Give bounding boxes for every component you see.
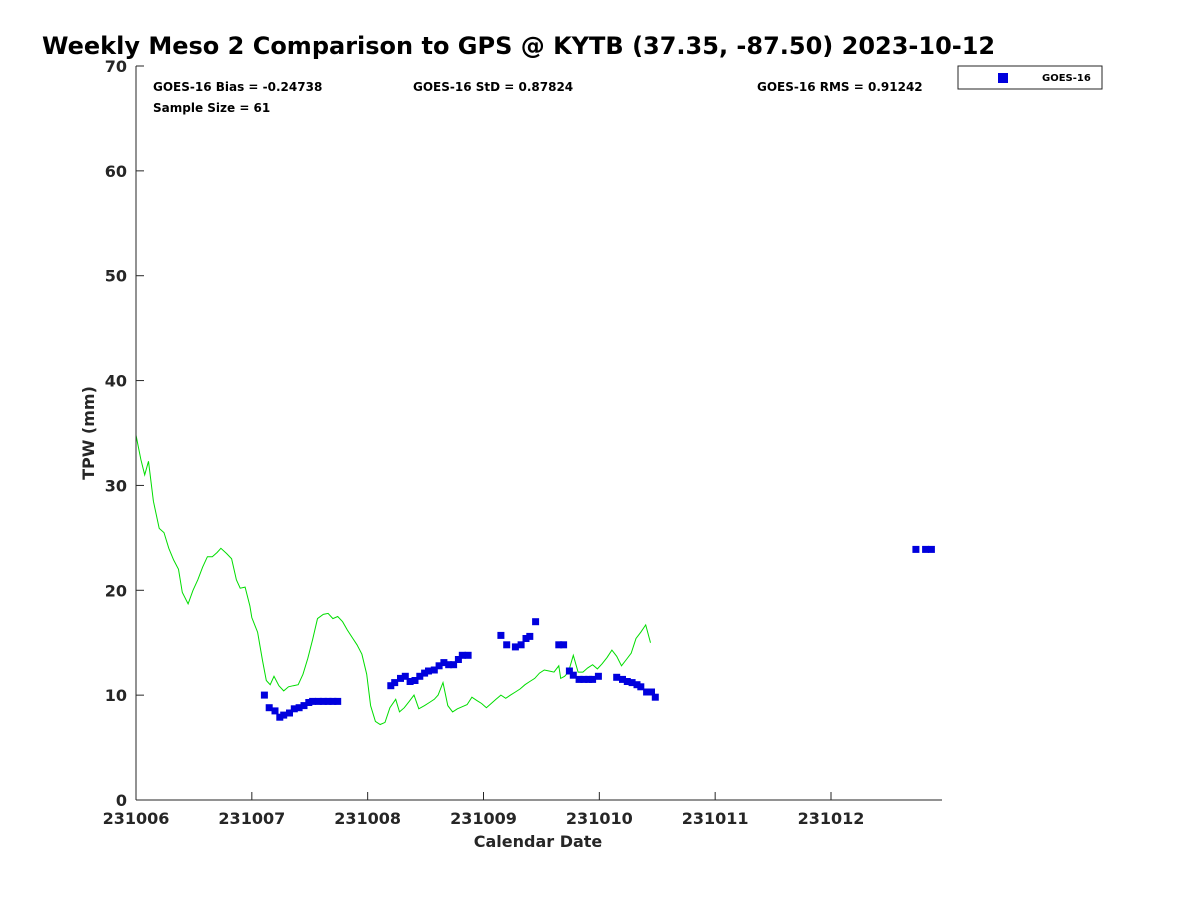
goes16-data-point: [411, 677, 419, 684]
y-tick-label: 30: [105, 476, 127, 495]
y-tick-label: 70: [105, 57, 127, 76]
goes16-data-point: [458, 651, 466, 659]
goes16-data-point: [265, 704, 273, 712]
goes16-data-point: [560, 641, 568, 649]
x-tick-label: 231011: [682, 809, 749, 828]
x-tick-label: 231012: [798, 809, 865, 828]
goes16-data-point: [619, 675, 626, 683]
goes16-data-point: [406, 678, 414, 685]
goes16-data-point: [532, 618, 540, 626]
goes16-data-point: [430, 666, 438, 674]
std-stat: GOES-16 StD = 0.87824: [413, 80, 573, 94]
goes16-data-point: [324, 697, 332, 705]
bias-stat: GOES-16 Bias = -0.24738: [153, 80, 322, 94]
y-axis-ticks: 0 10 20 30 40 50 60 70: [105, 57, 144, 810]
legend-box: [957, 65, 1103, 90]
goes16-data-point: [648, 688, 655, 696]
x-axis-ticks: 231006 231007 231008 231009 231010 231011 2310…: [103, 792, 865, 828]
y-tick-label: 0: [116, 791, 127, 810]
legend-label-goes16: GOES-16: [1042, 73, 1091, 84]
goes16-data-point: [305, 699, 313, 706]
x-tick-label: 231010: [566, 809, 633, 828]
goes16-data-point: [329, 697, 337, 705]
goes16-data-point: [613, 673, 621, 681]
goes16-data-point: [286, 709, 293, 717]
plot-background: [136, 66, 942, 800]
gps-series-line: [135, 435, 651, 726]
goes16-data-point: [309, 697, 317, 705]
y-tick-label: 10: [105, 686, 127, 705]
legend-marker: [998, 73, 1008, 83]
goes16-data-point: [912, 545, 920, 553]
x-tick-label: 231006: [103, 809, 170, 828]
y-tick-label: 20: [105, 581, 127, 600]
goes16-data-point: [517, 641, 525, 649]
goes16-data-point: [464, 651, 472, 659]
goes16-data-point: [927, 545, 935, 553]
rms-stat: GOES-16 RMS = 0.91242: [757, 80, 923, 94]
goes16-data-point: [497, 631, 505, 639]
goes16-data-point: [651, 693, 659, 701]
goes16-data-point: [445, 661, 453, 669]
y-axis-label: TPW (mm): [79, 386, 98, 480]
goes16-data-point: [565, 667, 573, 675]
legend: GOES-16: [957, 65, 1103, 90]
goes16-data-point: [290, 705, 298, 713]
goes16-data-point: [594, 672, 602, 680]
goes16-data-point: [575, 675, 583, 683]
x-axis-label: Calendar Date: [474, 832, 603, 851]
y-tick-label: 60: [105, 162, 127, 181]
goes16-data-point: [569, 671, 577, 679]
goes16-data-point: [421, 669, 429, 677]
goes16-data-point: [922, 545, 930, 553]
goes16-data-point: [425, 667, 432, 675]
y-tick-label: 40: [105, 372, 127, 391]
goes16-data-point: [526, 632, 534, 640]
goes16-data-point: [623, 678, 631, 685]
x-tick-label: 231008: [334, 809, 401, 828]
goes16-data-point: [300, 702, 308, 710]
goes16-data-point: [511, 643, 519, 651]
x-tick-label: 231007: [218, 809, 285, 828]
goes16-data-point: [585, 675, 593, 683]
goes16-data-point: [633, 681, 641, 689]
goes16-data-point: [643, 688, 651, 696]
goes16-data-point: [589, 675, 597, 683]
goes16-data-point: [637, 683, 645, 691]
goes16-data-point: [435, 662, 443, 670]
goes16-data-point: [628, 679, 636, 687]
y-tick-label: 50: [105, 267, 127, 286]
x-tick-label: 231009: [450, 809, 517, 828]
plot-area: [135, 66, 942, 801]
goes16-marker-layer: [260, 545, 935, 721]
goes16-data-point: [522, 635, 530, 642]
goes16-data-point: [440, 659, 448, 667]
goes16-data-point: [580, 675, 588, 683]
goes16-data-point: [397, 674, 404, 682]
chart-title: Weekly Meso 2 Comparison to GPS @ KYTB (…: [42, 32, 995, 60]
goes16-data-point: [555, 641, 563, 649]
goes16-data-point: [503, 641, 511, 649]
goes16-data-point: [295, 704, 303, 712]
sample-size-stat: Sample Size = 61: [153, 101, 270, 115]
goes16-data-point: [271, 707, 279, 715]
goes16-data-point: [450, 661, 458, 669]
goes16-data-point: [387, 682, 395, 690]
goes16-data-point: [416, 672, 424, 680]
goes16-data-point: [319, 697, 327, 705]
gps-line-layer: [135, 435, 651, 726]
goes16-data-point: [314, 697, 322, 705]
goes16-data-point: [334, 697, 342, 705]
goes16-data-point: [280, 711, 288, 719]
goes16-data-point: [391, 679, 399, 687]
goes16-data-point: [260, 691, 268, 699]
goes16-data-point: [401, 672, 409, 680]
goes16-data-point: [276, 713, 284, 721]
goes16-data-point: [454, 656, 462, 663]
